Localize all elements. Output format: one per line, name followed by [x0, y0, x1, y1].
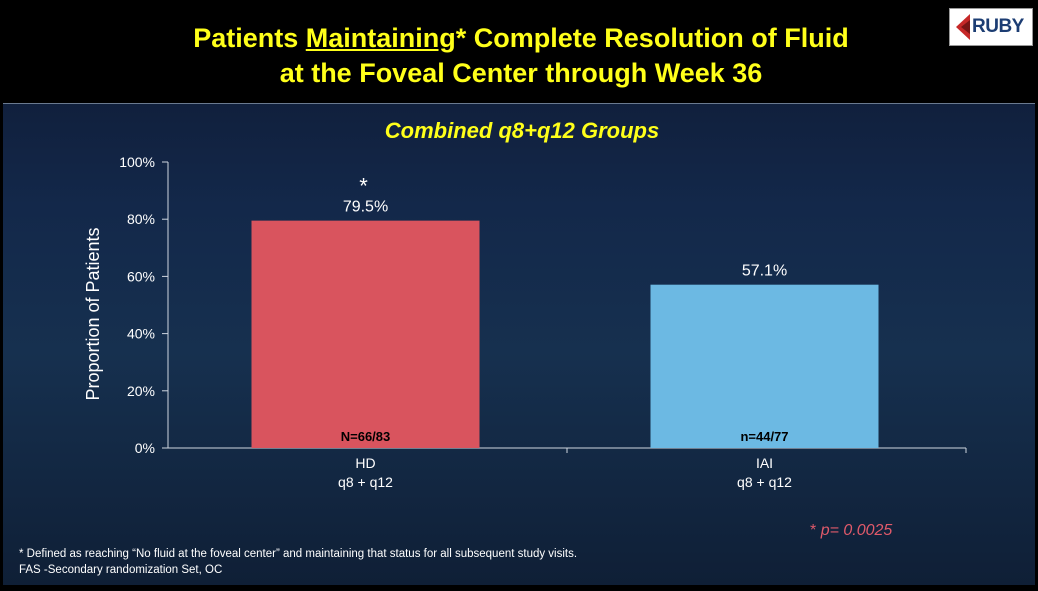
bar-1: [251, 220, 480, 448]
footnote: * Defined as reaching “No fluid at the f…: [19, 546, 577, 578]
data-label: 57.1%: [742, 263, 787, 280]
chart-labels: 79.5%* N=66/83 HD q8 + q12 57.1% n=44/77 IAI q8…: [338, 174, 792, 490]
title-band: [3, 3, 1035, 104]
p-value-note: * p= 0.0025: [810, 522, 892, 540]
category-label-line-2: q8 + q12: [338, 474, 393, 490]
footnote-line-1: * Defined as reaching “No fluid at the f…: [19, 548, 578, 560]
chart-subtitle: Combined q8+q12 Groups: [384, 118, 660, 143]
chart-bars: [251, 220, 879, 448]
chart-axes: 0% 20% 40% 60% 80% 100% Proportion of Patients: [83, 154, 967, 456]
p-value-text: p= 0.0025: [820, 522, 893, 539]
title-line-2: at the Foveal Center through Week 36: [279, 58, 763, 88]
slide-title: Patients Maintaining* Complete Resolutio…: [3, 21, 1038, 91]
y-tick-label: 100%: [119, 154, 155, 170]
y-tick-label: 60%: [127, 268, 155, 284]
ruby-logo: RUBY: [949, 8, 1033, 46]
category-label-line-2: q8 + q12: [737, 474, 792, 490]
y-tick-label: 20%: [127, 383, 155, 399]
y-tick-label: 40%: [127, 326, 155, 342]
bar-2: [650, 284, 879, 448]
title-post: * Complete Resolution of Fluid: [455, 23, 849, 53]
y-axis-title: Proportion of Patients: [83, 227, 103, 400]
y-tick-label: 0%: [135, 440, 155, 456]
title-underlined-word: Maintaining: [305, 23, 456, 53]
y-tick-label: 80%: [127, 211, 155, 227]
n-label: n=44/77: [740, 429, 788, 444]
p-value-marker: *: [810, 522, 817, 539]
ruby-logo-mark-icon: [956, 14, 970, 40]
title-pre: Patients: [193, 23, 306, 53]
title-line-1: Patients Maintaining* Complete Resolutio…: [3, 21, 1038, 56]
category-label-line-1: IAI: [756, 455, 773, 471]
data-label: 79.5%: [343, 199, 388, 216]
bar-chart: 0% 20% 40% 60% 80% 100% Proportion of Patients…: [83, 154, 967, 490]
n-label: N=66/83: [341, 429, 391, 444]
significance-marker: *: [359, 174, 368, 199]
logo-text: RUBY: [972, 16, 1024, 37]
category-label-line-1: HD: [355, 455, 375, 471]
footnote-line-2: FAS -Secondary randomization Set, OC: [19, 564, 223, 576]
